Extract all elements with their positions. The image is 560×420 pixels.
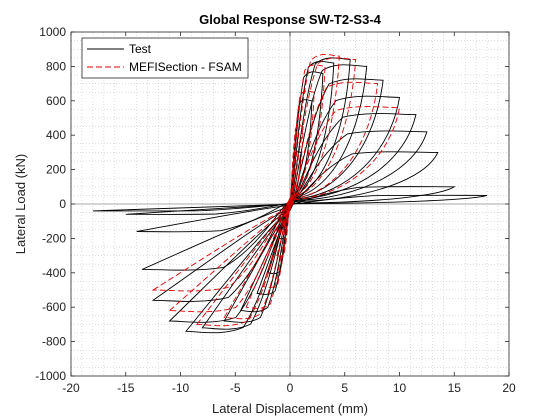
x-tick-label: -15 bbox=[117, 381, 135, 395]
x-tick-label: -10 bbox=[172, 381, 190, 395]
y-tick-label: 800 bbox=[46, 59, 66, 73]
y-tick-label: 400 bbox=[46, 128, 66, 142]
y-tick-label: -400 bbox=[42, 266, 66, 280]
x-tick-label: 10 bbox=[393, 381, 407, 395]
y-tick-label: -200 bbox=[42, 231, 66, 245]
y-axis-label: Lateral Load (kN) bbox=[13, 154, 28, 254]
x-tick-label: 20 bbox=[502, 381, 516, 395]
legend: Test MEFISection - FSAM bbox=[82, 38, 248, 78]
chart-title: Global Response SW-T2-S3-4 bbox=[199, 12, 382, 27]
y-tick-label: -800 bbox=[42, 335, 66, 349]
y-tick-label: 0 bbox=[59, 197, 66, 211]
y-tick-label: -1000 bbox=[35, 369, 66, 383]
x-tick-label: -5 bbox=[230, 381, 241, 395]
x-axis-label: Lateral Displacement (mm) bbox=[212, 401, 368, 416]
x-tick-label: -20 bbox=[62, 381, 80, 395]
y-tick-label: 600 bbox=[46, 94, 66, 108]
x-tick-label: 15 bbox=[448, 381, 462, 395]
legend-label-test: Test bbox=[129, 42, 152, 56]
y-tick-label: 1000 bbox=[39, 25, 66, 39]
x-tick-label: 0 bbox=[287, 381, 294, 395]
y-tick-label: 200 bbox=[46, 163, 66, 177]
legend-label-model: MEFISection - FSAM bbox=[129, 60, 242, 74]
x-tick-label: 5 bbox=[341, 381, 348, 395]
y-tick-label: -600 bbox=[42, 300, 66, 314]
